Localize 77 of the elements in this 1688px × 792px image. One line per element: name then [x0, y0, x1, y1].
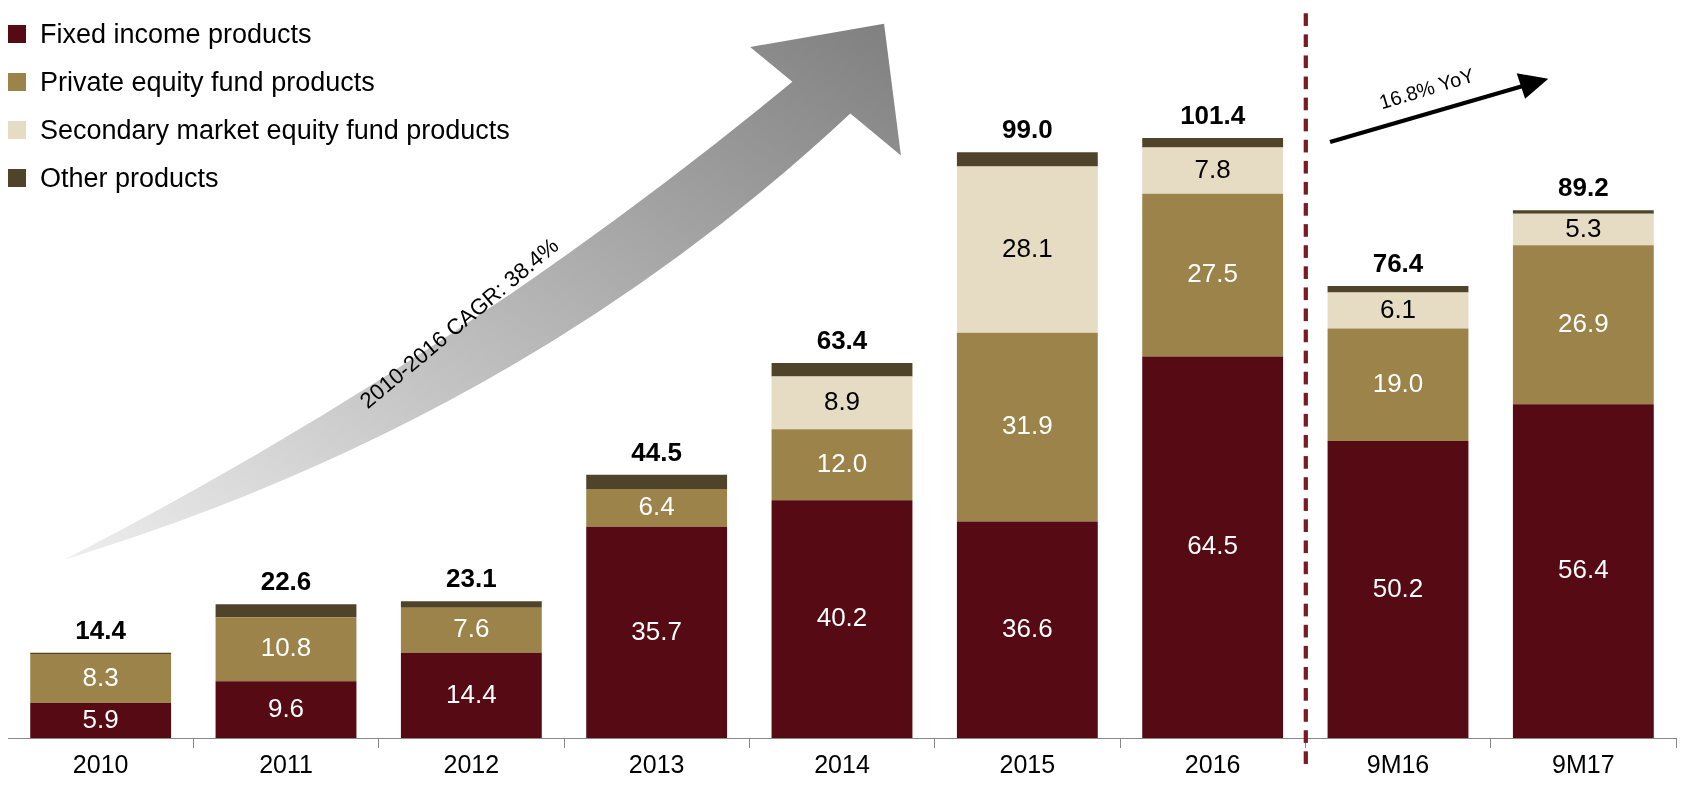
bar — [771, 500, 913, 738]
x-tick-label: 2010 — [72, 749, 129, 778]
data-label: 64.5 — [1187, 530, 1238, 561]
bar — [30, 653, 172, 704]
bar — [1512, 210, 1654, 214]
bar — [956, 521, 1098, 738]
data-label: 28.1 — [1002, 232, 1053, 263]
x-tick-label: 2014 — [814, 749, 870, 778]
data-label: 36.6 — [1002, 612, 1053, 643]
total-label: 14.4 — [75, 614, 127, 645]
bar — [771, 429, 913, 501]
legend-label: Fixed income products — [40, 18, 312, 50]
bar — [215, 604, 357, 618]
total-label: 76.4 — [1372, 248, 1424, 279]
bar — [771, 376, 913, 430]
total-label: 23.1 — [446, 563, 497, 594]
data-label: 8.3 — [82, 661, 119, 692]
total-label: 22.6 — [260, 566, 312, 597]
bar — [956, 152, 1098, 167]
data-label: 14.4 — [446, 678, 497, 709]
data-label: 19.0 — [1372, 367, 1424, 398]
text: 16.8% YoY — [1376, 63, 1477, 114]
data-label: 35.7 — [631, 615, 682, 646]
total-label: 101.4 — [1180, 100, 1246, 131]
bar — [586, 474, 728, 489]
bar — [1327, 292, 1469, 329]
data-label: 56.4 — [1558, 554, 1609, 585]
bar — [1512, 213, 1654, 246]
data-label: 40.2 — [816, 602, 868, 633]
bar — [771, 362, 913, 377]
x-tick-label: 2011 — [259, 749, 313, 778]
data-label: 7.8 — [1194, 153, 1231, 184]
bar — [586, 488, 728, 527]
bar — [215, 617, 357, 682]
legend-label: Other products — [40, 162, 219, 194]
bar — [956, 166, 1098, 333]
data-label: 5.3 — [1565, 212, 1602, 243]
data-label: 5.9 — [82, 703, 119, 734]
legend-label: Secondary market equity fund products — [40, 114, 510, 146]
bar — [586, 526, 728, 738]
x-tick-label: 9M16 — [1366, 749, 1430, 778]
bar — [30, 703, 172, 738]
x-tick-label: 2012 — [443, 749, 500, 778]
data-label: 50.2 — [1372, 572, 1424, 603]
legend-label: Private equity fund products — [40, 66, 375, 98]
bar — [400, 652, 542, 738]
bar — [1142, 356, 1284, 738]
bar — [1142, 147, 1284, 194]
data-label: 6.1 — [1379, 293, 1417, 324]
bar — [1512, 404, 1654, 738]
x-tick-label: 2013 — [628, 749, 685, 778]
data-label: 27.5 — [1187, 258, 1238, 289]
x-tick-label: 9M17 — [1552, 749, 1615, 778]
total-label: 99.0 — [1002, 114, 1053, 145]
bar — [400, 607, 542, 653]
bar — [1142, 193, 1284, 357]
data-label: 9.6 — [267, 692, 305, 723]
total-label: 44.5 — [631, 436, 682, 467]
bar — [400, 601, 542, 608]
data-label: 8.9 — [823, 385, 861, 416]
bar — [1327, 440, 1469, 738]
bar — [1142, 138, 1284, 148]
data-label: 12.0 — [816, 447, 868, 478]
total-label: 89.2 — [1558, 172, 1609, 203]
bar — [956, 332, 1098, 522]
data-label: 10.8 — [260, 632, 312, 663]
data-label: 6.4 — [638, 491, 675, 522]
bar — [1327, 328, 1469, 441]
bar — [1512, 245, 1654, 405]
total-label: 63.4 — [816, 325, 868, 356]
bar — [215, 681, 357, 738]
x-tick-label: 2015 — [999, 749, 1056, 778]
data-label: 31.9 — [1002, 410, 1053, 441]
data-label: 26.9 — [1558, 307, 1609, 338]
x-tick-label: 2016 — [1184, 749, 1241, 778]
bar — [1327, 285, 1469, 293]
data-label: 7.6 — [453, 613, 490, 644]
